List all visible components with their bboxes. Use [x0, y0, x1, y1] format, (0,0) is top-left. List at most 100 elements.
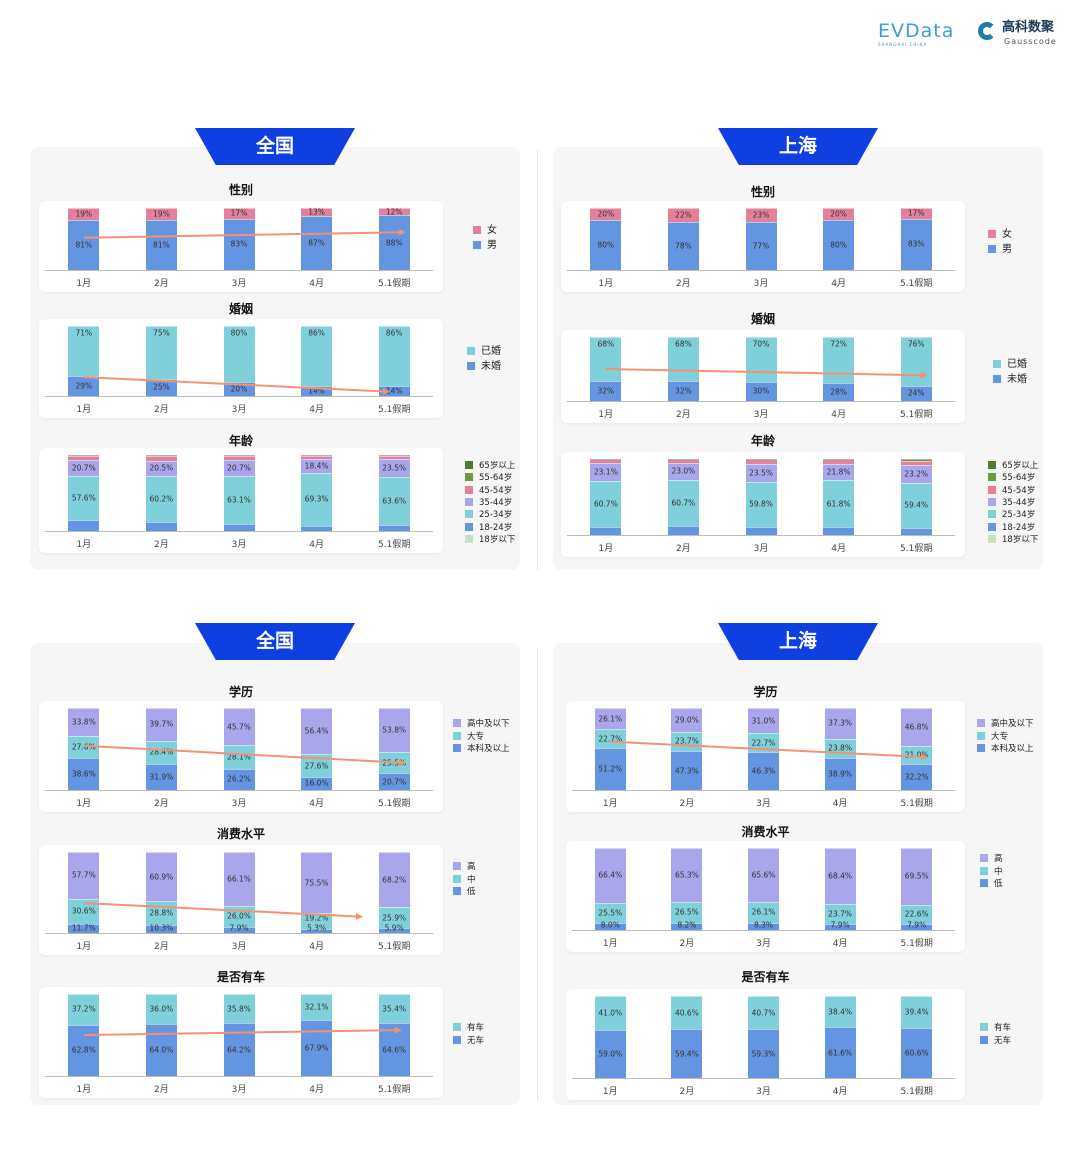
bar-segment	[667, 459, 699, 460]
x-axis	[567, 270, 955, 271]
legend-item: 大专	[453, 730, 484, 742]
nat-consumption-card: 11.7% 30.6% 57.7% 1月 10.3% 28.8% 60.9% 2月 7.9% 26…	[39, 845, 443, 955]
legend-item: 55-64岁	[465, 471, 512, 483]
arrow-head-icon	[920, 753, 929, 761]
legend-swatch	[980, 879, 988, 887]
x-tick-label: 4月	[831, 410, 846, 420]
bar-segment	[901, 923, 933, 930]
bar-segment	[900, 482, 932, 528]
data-label: 7.9%	[229, 923, 249, 933]
x-axis	[572, 1078, 955, 1079]
data-label: 29%	[75, 381, 93, 391]
nat-edu-title: 学历	[228, 685, 253, 699]
bar-segment	[378, 994, 410, 1024]
data-label: 23.7%	[828, 909, 852, 919]
x-tick-label: 1月	[76, 540, 92, 550]
data-label: 10.3%	[149, 923, 174, 933]
x-tick-label: 3月	[231, 540, 247, 550]
legend-label: 有车	[994, 1023, 1012, 1033]
bar-segment	[748, 923, 779, 930]
bar-segment	[900, 527, 932, 535]
bar-segment	[748, 996, 779, 1030]
bar-segment	[223, 852, 255, 906]
legend-swatch	[465, 485, 473, 494]
bar-segment	[824, 758, 856, 790]
legend-swatch	[473, 241, 481, 249]
legend-label: 高	[994, 854, 1003, 864]
data-label: 70%	[752, 339, 770, 349]
nat-edu-card: 38.6% 27.6% 33.8% 1月 31.9% 28.4% 39.7% 2月 26.2% 2…	[39, 701, 443, 812]
trend-line	[83, 1029, 396, 1036]
data-label: 83%	[907, 239, 925, 249]
bar-segment	[745, 463, 777, 482]
logo-evdata-sub: SHANGHAI CHINA	[878, 42, 928, 47]
bar-segment	[378, 326, 410, 387]
legend-item: 女	[473, 221, 497, 236]
divider	[537, 650, 538, 1100]
x-tick-label: 3月	[753, 410, 769, 420]
legend-label: 本科及以上	[467, 744, 510, 754]
bar-segment	[594, 902, 626, 924]
x-tick-label: 1月	[598, 410, 614, 420]
data-label: 46.3%	[751, 766, 776, 776]
legend-label: 65岁以上	[1002, 461, 1039, 471]
data-label: 26.2%	[227, 774, 251, 784]
data-label: 45.7%	[227, 722, 251, 732]
data-label: 20.7%	[382, 777, 407, 786]
bar-segment	[671, 923, 703, 930]
data-label: 80%	[597, 240, 615, 250]
legend-swatch	[467, 347, 475, 355]
legend-label: 无车	[467, 1035, 485, 1046]
data-label: 28.1%	[227, 752, 251, 762]
x-tick-label: 2月	[679, 939, 695, 949]
x-tick-label: 2月	[154, 279, 169, 289]
data-label: 75.5%	[304, 878, 329, 888]
legend-item: 男	[988, 240, 1012, 255]
data-label: 31.9%	[149, 772, 174, 782]
logo-evdata: EVData SHANGHAI CHINA	[878, 20, 954, 47]
legend-label: 45-54岁	[479, 485, 513, 496]
legend-label: 有车	[467, 1023, 485, 1033]
x-tick-label: 5.1假期	[900, 410, 933, 420]
sh-age-title: 年龄	[750, 434, 775, 448]
legend-label: 25-34岁	[479, 510, 513, 521]
x-axis	[567, 401, 955, 402]
bar-segment	[594, 708, 626, 730]
x-tick-label: 1月	[602, 939, 618, 949]
bar-segment	[748, 848, 779, 902]
data-label: 51.2%	[598, 764, 623, 774]
bar-segment	[223, 926, 255, 933]
x-tick-label: 4月	[832, 939, 848, 949]
data-label: 81%	[153, 240, 170, 250]
sh-car-title: 是否有车	[741, 970, 790, 984]
bar-segment	[145, 852, 177, 902]
x-tick-label: 4月	[309, 279, 324, 289]
bar-segment	[301, 525, 333, 531]
bar-segment	[378, 386, 410, 396]
data-label: 56.4%	[304, 726, 329, 736]
bar-segment	[667, 221, 699, 270]
bar-segment	[301, 1020, 333, 1076]
bar-segment	[378, 459, 410, 477]
trend-arrow	[83, 228, 406, 239]
data-label: 46.8%	[904, 722, 929, 732]
legend-item: 25-34岁	[988, 508, 1035, 520]
bar-segment	[68, 852, 100, 899]
legend-item: 中	[453, 873, 476, 885]
data-label: 17%	[907, 208, 925, 218]
bar-segment	[901, 708, 933, 747]
logo-evdata-text: EVData	[878, 20, 955, 42]
legend-item: 无车	[980, 1034, 1011, 1046]
legend-label: 35-44岁	[1002, 497, 1036, 508]
legend-item: 18-24岁	[988, 521, 1035, 533]
arrow-head-icon	[394, 1026, 402, 1034]
data-label: 23.8%	[828, 743, 852, 753]
bar-segment	[68, 455, 100, 456]
bar-segment	[900, 218, 932, 270]
data-label: 18.4%	[304, 461, 329, 471]
data-label: 80%	[230, 328, 248, 338]
logo-gauss-en: Gausscode	[1004, 37, 1057, 46]
trend-arrow	[83, 744, 406, 767]
bar-segment	[301, 326, 333, 387]
x-tick-label: 3月	[231, 799, 247, 809]
